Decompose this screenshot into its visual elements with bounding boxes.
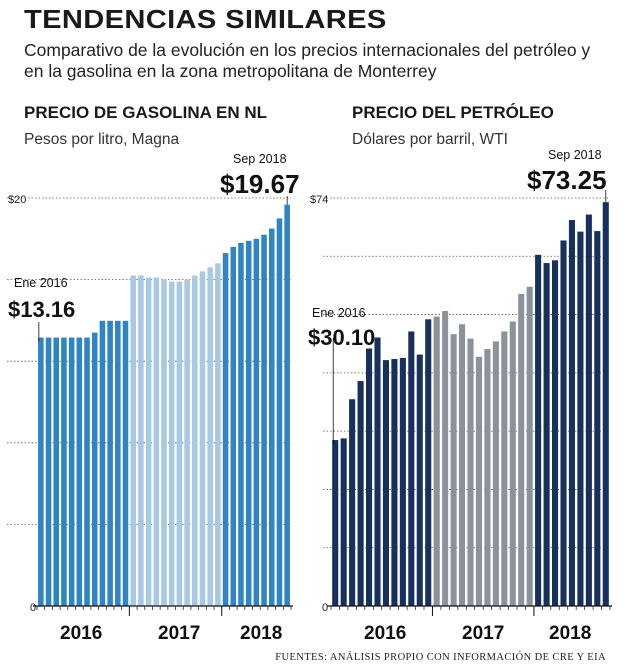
gasoline-bar <box>230 246 237 606</box>
gasoline-bar <box>115 320 121 606</box>
oil-bar <box>552 260 559 606</box>
oil-bar <box>459 324 466 606</box>
gasoline-bar <box>61 337 67 606</box>
oil-bar <box>442 311 449 606</box>
gasoline-bar <box>192 275 198 606</box>
oil-year-2018: 2018 <box>549 623 591 644</box>
oil-bar <box>492 341 499 606</box>
gasoline-bar <box>168 281 175 606</box>
gasoline-bar <box>245 240 252 606</box>
oil-bar <box>560 240 567 606</box>
gasoline-bar <box>199 271 206 606</box>
gasoline-bar <box>261 234 267 606</box>
gasoline-bar <box>76 337 83 606</box>
oil-bar <box>425 319 432 606</box>
gasoline-bar <box>153 277 160 606</box>
oil-bar <box>475 356 482 606</box>
oil-bar <box>535 254 542 607</box>
gasoline-bar <box>222 253 229 606</box>
oil-bar <box>433 316 440 606</box>
gasoline-bar <box>176 281 183 606</box>
gasoline-end-label: Sep 2018 <box>233 152 287 166</box>
gasoline-bar <box>161 279 167 606</box>
gasoline-year-2018: 2018 <box>240 623 282 644</box>
gasoline-bar <box>38 337 44 606</box>
gasoline-start-label: Ene 2016 <box>14 276 68 290</box>
gasoline-end-value: $19.67 <box>220 169 300 199</box>
oil-bar <box>391 358 398 606</box>
gasoline-year-2017: 2017 <box>158 623 200 644</box>
oil-year-2017: 2017 <box>462 623 504 644</box>
gasoline-panel-title: PRECIO DE GASOLINA EN NL <box>24 103 268 122</box>
gasoline-bar <box>253 238 260 607</box>
oil-end-label: Sep 2018 <box>548 148 602 162</box>
oil-bar <box>602 202 609 606</box>
oil-panel-title: PRECIO DEL PETRÓLEO <box>352 103 554 122</box>
oil-start-label: Ene 2016 <box>312 306 366 320</box>
gasoline-start-value: $13.16 <box>8 297 75 322</box>
gasoline-bar <box>138 275 144 606</box>
gasoline-bar <box>107 320 113 606</box>
oil-end-value: $73.25 <box>527 165 607 195</box>
gasoline-bar <box>276 218 283 606</box>
gasoline-bar <box>268 228 275 606</box>
oil-bar <box>526 286 533 606</box>
oil-bar <box>509 321 516 606</box>
infographic-subtitle: Comparativo de la evolución en los preci… <box>24 40 591 81</box>
oil-bar <box>543 263 550 606</box>
gasoline-bar <box>145 277 152 606</box>
oil-bar <box>577 231 584 606</box>
gasoline-bar <box>53 337 60 606</box>
oil-bar <box>568 220 575 607</box>
gasoline-bar <box>284 204 290 607</box>
oil-bar <box>366 348 373 606</box>
oil-year-2016: 2016 <box>364 623 406 644</box>
bars-layer <box>7 190 612 616</box>
oil-bar <box>349 399 356 606</box>
gasoline-bar <box>91 332 98 606</box>
gasoline-ytick-max: $20 <box>8 194 26 206</box>
gasoline-bar <box>84 337 90 606</box>
infographic-title: TENDENCIAS SIMILARES <box>24 4 387 34</box>
oil-bar <box>357 381 364 606</box>
gasoline-bar <box>238 242 244 606</box>
source-note: FUENTES: ANÁLISIS PROPIO CON INFORMACIÓN… <box>275 652 606 663</box>
oil-bar <box>332 440 339 606</box>
gasoline-bar <box>184 279 190 606</box>
oil-ytick-max: $74 <box>310 194 328 206</box>
oil-bar <box>450 334 457 606</box>
gasoline-bar <box>45 337 52 606</box>
gasoline-bar <box>215 263 221 606</box>
oil-bar <box>399 357 406 606</box>
oil-ytick-zero: 0 <box>322 602 328 614</box>
gasoline-panel-subtitle: Pesos por litro, Magna <box>24 131 180 148</box>
oil-bar <box>501 331 508 606</box>
oil-bar <box>382 360 389 606</box>
oil-bar <box>594 231 601 606</box>
oil-bar <box>585 214 592 607</box>
gasoline-year-2016: 2016 <box>60 623 102 644</box>
gasoline-bar <box>207 267 213 606</box>
oil-bar <box>518 293 525 606</box>
gasoline-bar <box>122 320 129 606</box>
oil-bar <box>374 337 381 606</box>
oil-start-value: $30.10 <box>308 325 375 350</box>
oil-bar <box>416 354 423 606</box>
gasoline-ytick-zero: 0 <box>30 602 36 614</box>
gasoline-bar <box>68 337 75 606</box>
gasoline-bar <box>130 275 136 606</box>
oil-bar <box>484 349 491 606</box>
oil-bar <box>467 338 474 606</box>
gasoline-bar <box>99 320 106 606</box>
oil-panel-subtitle: Dólares por barril, WTI <box>352 131 508 148</box>
oil-bar <box>408 331 415 606</box>
oil-bar <box>340 438 347 606</box>
